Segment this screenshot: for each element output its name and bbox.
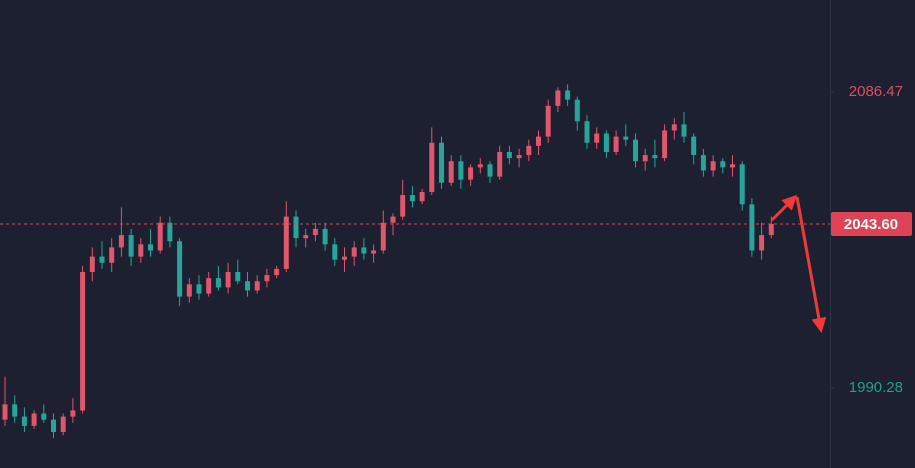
candle-body	[21, 416, 27, 426]
candle-body	[196, 284, 202, 294]
plot-area	[2, 84, 774, 439]
current-price-label: 2043.60	[844, 216, 898, 233]
candle-body	[439, 142, 444, 183]
candle-body	[458, 161, 464, 180]
candle-body	[312, 228, 318, 236]
candle-body	[681, 124, 687, 137]
candle-body	[60, 416, 66, 432]
candle-body	[157, 222, 163, 251]
candle-body	[613, 136, 619, 152]
candle-body	[468, 167, 474, 180]
candle-body	[206, 278, 212, 294]
candle-body	[691, 136, 697, 156]
candle-body	[245, 281, 250, 291]
candle-body	[177, 241, 183, 297]
candle-body	[342, 256, 347, 260]
candle-body	[584, 121, 590, 143]
candle-body	[41, 413, 47, 420]
candle-body	[603, 133, 609, 152]
candle-body	[254, 281, 260, 291]
candle-body	[429, 142, 435, 192]
candle-body	[497, 152, 503, 177]
y-tick-label: 2086.47	[849, 83, 903, 100]
candle-body	[361, 247, 367, 254]
candle-body	[565, 90, 571, 100]
candle-body	[768, 224, 774, 236]
candle-body	[642, 155, 648, 162]
candle-body	[12, 404, 18, 417]
candle-body	[739, 164, 745, 205]
candle-body	[186, 284, 192, 297]
candle-body	[419, 192, 425, 202]
candle-body	[51, 419, 56, 432]
candle-body	[759, 235, 765, 251]
candle-body	[80, 272, 86, 411]
candle-body	[526, 145, 532, 156]
candle-body	[380, 222, 386, 251]
candle-body	[487, 164, 493, 177]
candle-body	[749, 204, 755, 251]
candle-body	[322, 228, 328, 245]
candle-body	[555, 90, 561, 106]
annotation-arrow-down	[795, 196, 827, 333]
y-tick-label: 1990.28	[849, 379, 903, 396]
candle-body	[390, 216, 396, 223]
candle-body	[671, 124, 677, 131]
candle-body	[400, 195, 406, 217]
candle-body	[148, 244, 153, 251]
candle-body	[545, 105, 551, 137]
candle-body	[128, 235, 134, 257]
candle-body	[99, 256, 105, 263]
candle-body	[720, 161, 726, 168]
candle-body	[264, 275, 270, 282]
candle-body	[662, 130, 668, 159]
current-price-box	[831, 212, 912, 236]
candle-body	[138, 244, 144, 257]
candle-body	[633, 139, 638, 162]
candle-body	[477, 164, 483, 168]
candle-body	[351, 247, 357, 257]
candle-body	[70, 410, 76, 417]
candle-body	[167, 222, 173, 242]
annotation-arrow-up	[770, 194, 798, 222]
candle-body	[274, 268, 280, 276]
candle-body	[235, 272, 241, 282]
candle-body	[710, 161, 716, 171]
candle-body	[594, 133, 600, 143]
candle-body	[652, 155, 658, 159]
candle-body	[118, 235, 124, 248]
candle-body	[700, 155, 706, 171]
candle-body	[293, 216, 299, 239]
candle-body	[332, 244, 338, 260]
candle-body	[574, 99, 580, 122]
candle-body	[303, 235, 309, 239]
candle-body	[225, 272, 231, 288]
candle-body	[283, 216, 289, 269]
candle-body	[623, 136, 629, 140]
candle-body	[409, 195, 415, 202]
candle-body	[2, 404, 8, 420]
candle-body	[31, 413, 37, 426]
candle-body	[371, 250, 377, 254]
candle-body	[215, 278, 221, 288]
candle-body	[506, 152, 512, 159]
candle-body	[109, 247, 115, 263]
candle-body	[536, 136, 541, 146]
candle-body	[730, 164, 735, 168]
candle-body	[516, 155, 522, 159]
candle-body	[448, 161, 454, 183]
candle-body	[89, 256, 95, 272]
